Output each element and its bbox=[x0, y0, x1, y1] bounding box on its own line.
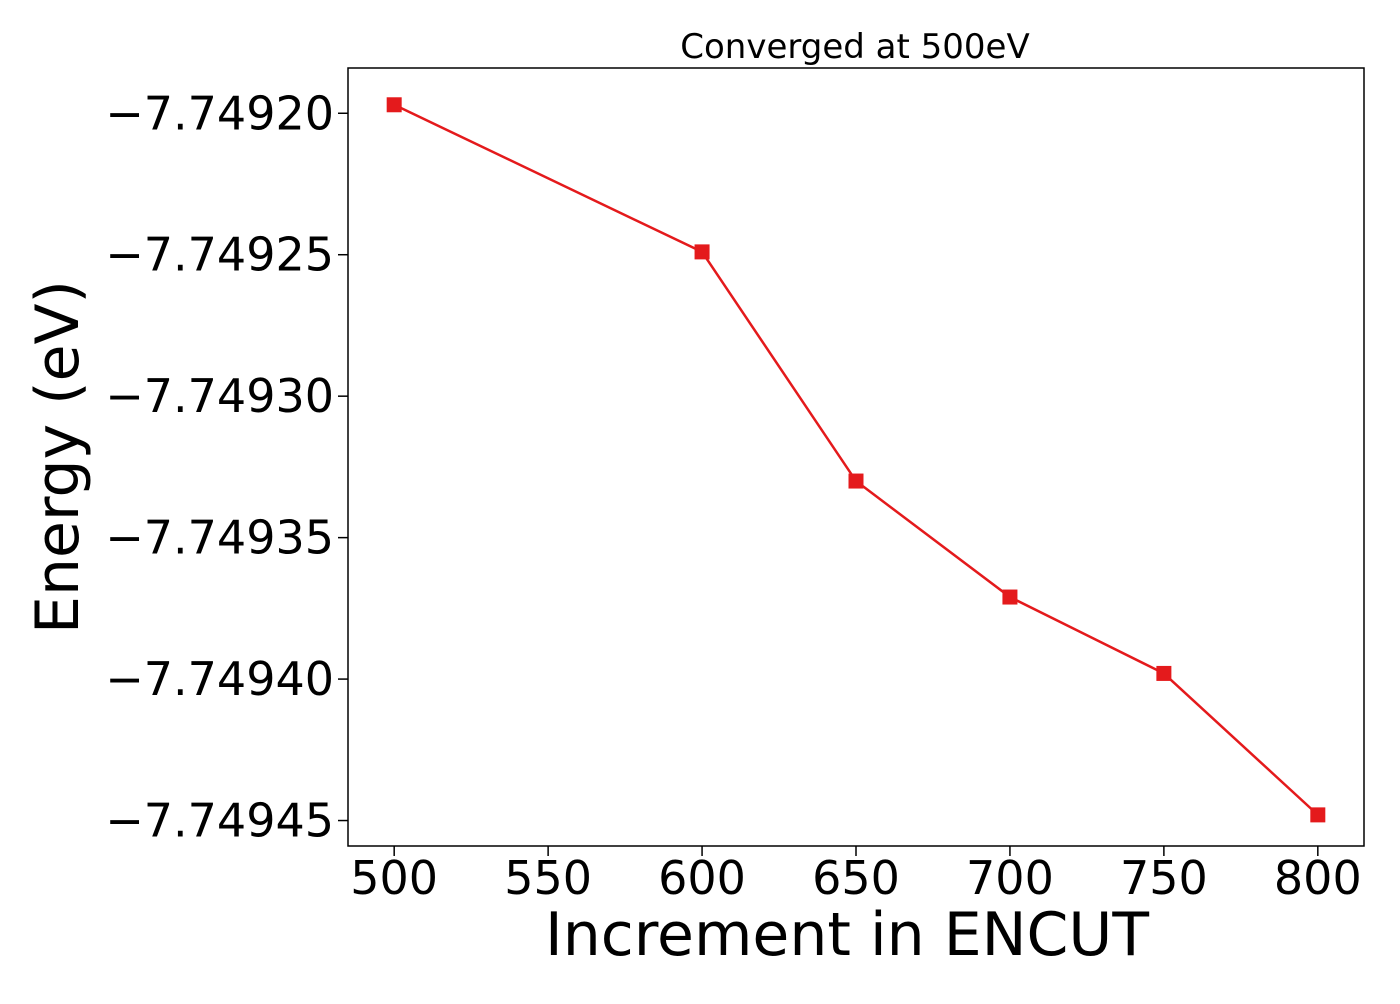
x-tick-label: 600 bbox=[658, 851, 746, 905]
data-point-marker bbox=[1310, 807, 1326, 823]
y-tick-label: −7.74925 bbox=[105, 228, 334, 282]
data-point-marker bbox=[694, 244, 710, 260]
x-tick-label: 750 bbox=[1120, 851, 1208, 905]
x-tick-label: 800 bbox=[1274, 851, 1362, 905]
data-point-marker bbox=[848, 473, 864, 489]
chart-title: Converged at 500eV bbox=[680, 27, 1029, 67]
y-tick-label: −7.74945 bbox=[105, 794, 334, 848]
series-layer bbox=[386, 97, 1326, 823]
data-point-marker bbox=[386, 97, 402, 113]
series-line bbox=[393, 103, 1319, 816]
x-tick-label: 700 bbox=[966, 851, 1054, 905]
x-tick-label: 550 bbox=[504, 851, 592, 905]
y-tick-label: −7.74920 bbox=[105, 86, 334, 140]
y-tick-label: −7.74935 bbox=[105, 511, 334, 565]
plot-frame bbox=[347, 67, 1365, 847]
y-tick-label: −7.74940 bbox=[105, 652, 334, 706]
y-axis-label: Energy (eV) bbox=[23, 280, 93, 634]
x-axis-ticks: 500 550 600 650 700 750 800 bbox=[350, 846, 1362, 905]
x-tick-label: 500 bbox=[350, 851, 438, 905]
x-axis-label: Increment in ENCUT bbox=[545, 900, 1149, 970]
data-point-marker bbox=[1002, 589, 1018, 605]
y-tick-label: −7.74930 bbox=[105, 369, 334, 423]
data-point-marker bbox=[1156, 665, 1172, 681]
y-axis-ticks: −7.74920 −7.74925 −7.74930 −7.74935 −7.74940… bbox=[105, 86, 348, 848]
x-tick-label: 650 bbox=[812, 851, 900, 905]
